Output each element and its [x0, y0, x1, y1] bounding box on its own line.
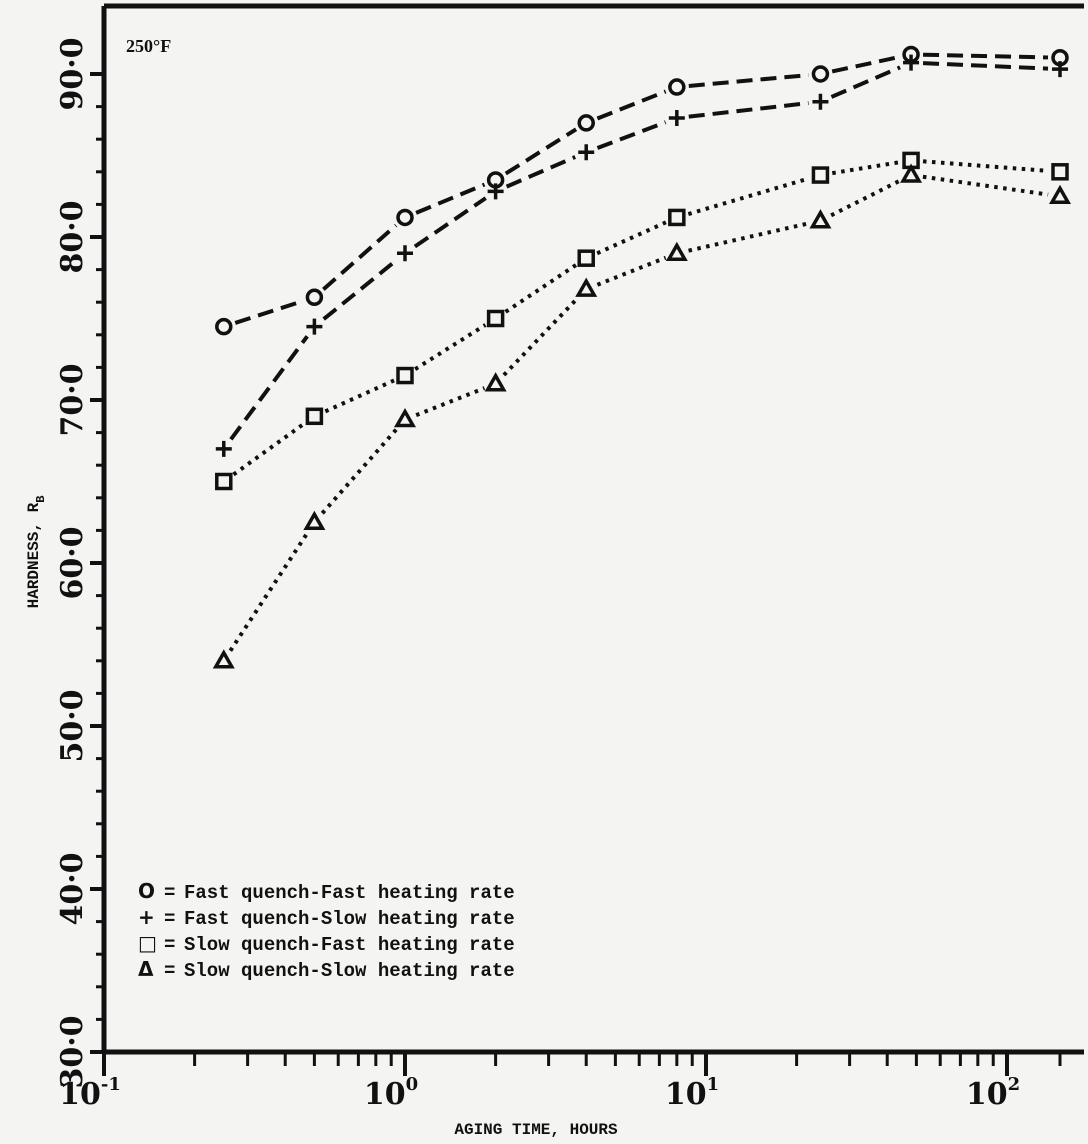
- series-3-point: [396, 366, 414, 385]
- series-line-segment: [922, 174, 1049, 197]
- legend-label: Slow quench-Fast heating rate: [184, 934, 515, 956]
- series-line-segment: [830, 178, 902, 218]
- series-line-segment: [923, 52, 1049, 60]
- series-1-point: [396, 208, 414, 227]
- series-3-point: [486, 309, 505, 328]
- series-line-segment: [922, 61, 1049, 71]
- series-line-segment: [688, 73, 809, 88]
- series-line-segment: [830, 65, 901, 99]
- y-tick-label: 80·0: [55, 200, 90, 273]
- series-line-segment: [232, 421, 306, 477]
- series-line-segment: [502, 296, 580, 377]
- series-line-segment: [415, 182, 486, 215]
- y-tick-label: 40·0: [55, 852, 90, 925]
- series-4-point: [1048, 184, 1072, 204]
- series-line-segment: [596, 120, 667, 150]
- series-line-segment: [322, 223, 398, 291]
- y-axis-title: HARDNESS, RB: [25, 496, 48, 609]
- series-2-point: [306, 318, 323, 335]
- series-4-point: [575, 277, 598, 297]
- series-line-segment: [596, 255, 667, 287]
- series-3-point: [668, 208, 686, 227]
- series-4-point: [809, 209, 832, 229]
- series-4-point: [484, 372, 507, 392]
- y-axis-title-main: HARDNESS, R: [25, 502, 43, 608]
- series-3-point: [811, 166, 830, 184]
- x-tick-label: 102: [966, 1074, 1020, 1112]
- legend-label: Fast quench-Slow heating rate: [184, 908, 515, 930]
- series-line-segment: [324, 378, 395, 414]
- series-2-point: [812, 93, 829, 110]
- legend-label: Fast quench-Fast heating rate: [184, 882, 515, 904]
- series-line-segment: [320, 427, 399, 515]
- series-line-segment: [831, 55, 900, 74]
- y-tick-label: 60·0: [55, 526, 90, 599]
- series-3-point: [577, 249, 595, 267]
- svg-text:HARDNESS, RB: HARDNESS, RB: [25, 496, 48, 609]
- x-tick-label: 100: [364, 1074, 418, 1112]
- legend-entry-1: O = Fast quench-Fast heating rate: [138, 879, 515, 904]
- legend-symbol-plus: +: [138, 905, 155, 929]
- svg-text:=: =: [164, 934, 175, 956]
- x-tick-label: 101: [665, 1074, 719, 1112]
- temperature-annotation: 250°F: [126, 36, 171, 56]
- y-tick-label: 90·0: [55, 37, 90, 110]
- series-3-point: [215, 472, 233, 491]
- series-1-point: [577, 114, 595, 132]
- series-line-segment: [687, 176, 810, 216]
- y-axis-title-subscript: B: [34, 496, 48, 503]
- series-4-point: [212, 649, 235, 669]
- series-2-point: [903, 54, 920, 71]
- series-2-point: [668, 110, 685, 127]
- series-line-segment: [688, 101, 809, 119]
- legend-label: Slow quench-Slow heating rate: [184, 960, 515, 982]
- legend-entry-4: Δ = Slow quench-Slow heating rate: [138, 957, 515, 982]
- series-1-point: [668, 78, 686, 96]
- series-3-point: [1051, 163, 1069, 181]
- series-line-segment: [688, 221, 810, 253]
- series-2-point: [1052, 61, 1068, 78]
- series-line-segment: [505, 155, 576, 189]
- series-1-point: [305, 288, 324, 307]
- x-tick-label: 10-1: [59, 1074, 121, 1112]
- legend-symbol-triangle: Δ: [138, 957, 154, 981]
- series-3-point: [305, 407, 324, 426]
- series-2-point: [578, 144, 595, 161]
- series-line-segment: [596, 89, 667, 121]
- y-tick-label: 30·0: [55, 1015, 90, 1088]
- legend: O = Fast quench-Fast heating rate + = Fast q…: [138, 879, 515, 982]
- series-4-point: [900, 163, 923, 183]
- series-line-segment: [831, 160, 900, 176]
- svg-text:=: =: [164, 908, 175, 930]
- series-line-segment: [504, 127, 578, 176]
- series-line-segment: [596, 220, 667, 256]
- series-4-point: [303, 510, 326, 530]
- legend-entry-3: □ = Slow quench-Fast heating rate: [138, 931, 515, 956]
- series-line-segment: [234, 299, 304, 325]
- series-2-point: [397, 245, 413, 262]
- series-line-segment: [229, 335, 309, 441]
- series-4-point: [665, 241, 688, 262]
- series-line-segment: [228, 531, 310, 652]
- series-line-segment: [413, 196, 487, 249]
- x-axis-title: AGING TIME, HOURS: [454, 1121, 618, 1139]
- series-line-segment: [415, 386, 486, 418]
- series-1-point: [811, 65, 830, 83]
- series-line-segment: [504, 263, 578, 314]
- series-2-point: [215, 440, 232, 457]
- svg-text:=: =: [164, 960, 175, 982]
- series-line-segment: [322, 259, 397, 321]
- y-tick-label: 50·0: [55, 689, 90, 762]
- series-line-segment: [922, 159, 1049, 173]
- series-line-segment: [414, 323, 487, 371]
- legend-symbol-circle: O: [138, 879, 155, 903]
- legend-symbol-square: □: [138, 931, 157, 955]
- svg-text:=: =: [164, 882, 175, 904]
- series-2-point: [487, 183, 504, 200]
- series-1-point: [215, 317, 233, 336]
- y-tick-label: 70·0: [55, 363, 90, 436]
- series-4-point: [393, 408, 417, 428]
- legend-entry-2: + = Fast quench-Slow heating rate: [138, 905, 515, 930]
